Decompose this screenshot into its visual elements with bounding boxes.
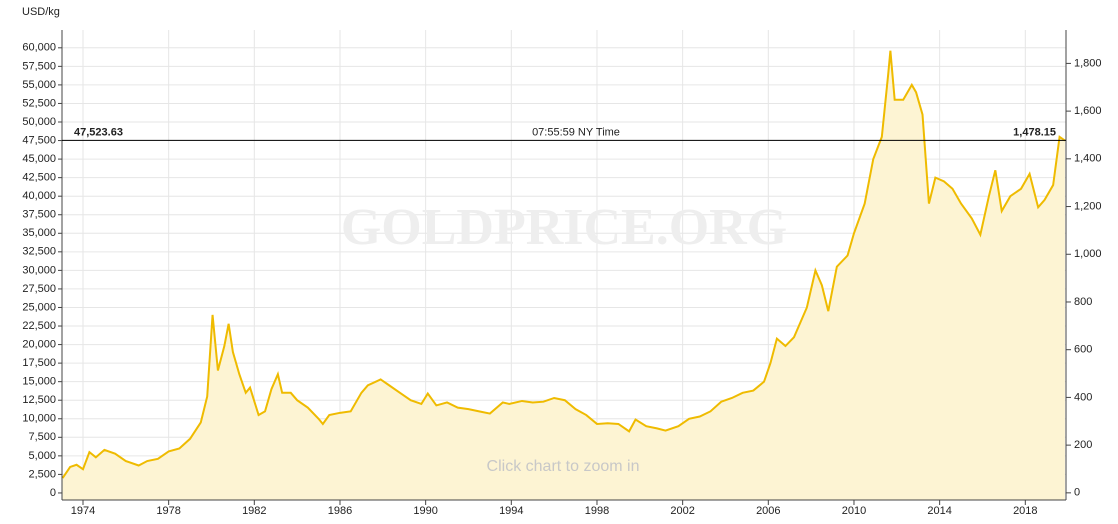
y-tick-label: 50,000	[22, 116, 56, 128]
y-unit: USD/kg	[22, 6, 60, 18]
x-tick-label: 2006	[756, 505, 780, 517]
x-tick-label: 1998	[585, 505, 609, 517]
x-tick-label: 1990	[413, 505, 437, 517]
y2-tick-label: 1,400	[1074, 153, 1102, 165]
y-tick-label: 12,500	[22, 394, 56, 406]
y-tick-label: 55,000	[22, 79, 56, 91]
y-tick-label: 25,000	[22, 301, 56, 313]
y-tick-label: 57,500	[22, 60, 56, 72]
y-tick-label: 35,000	[22, 227, 56, 239]
y-tick-label: 22,500	[22, 320, 56, 332]
x-tick-label: 2018	[1013, 505, 1037, 517]
x-tick-label: 1986	[328, 505, 352, 517]
y-tick-label: 5,000	[28, 450, 56, 462]
y-tick-label: 2,500	[28, 468, 56, 480]
y-tick-label: 32,500	[22, 246, 56, 258]
y-tick-label: 20,000	[22, 338, 56, 350]
y-tick-label: 42,500	[22, 172, 56, 184]
area	[62, 50, 1065, 501]
y-tick-label: 45,000	[22, 153, 56, 165]
x-tick-label: 2010	[842, 505, 866, 517]
y-tick-label: 27,500	[22, 283, 56, 295]
y-tick-label: 60,000	[22, 42, 56, 54]
y2-tick-label: 1,600	[1074, 105, 1102, 117]
watermark: GOLDPRICE.ORG	[341, 199, 787, 256]
x-tick-label: 2014	[927, 505, 951, 517]
y-tick-label: 40,000	[22, 190, 56, 202]
y2-tick-label: 1,800	[1074, 57, 1102, 69]
reference-time: 07:55:59 NY Time	[532, 126, 620, 138]
y-tick-label: 0	[50, 487, 56, 499]
y-tick-label: 37,500	[22, 209, 56, 221]
x-tick-label: 1982	[242, 505, 266, 517]
y2-tick-label: 1,200	[1074, 200, 1102, 212]
reference-value: 47,523.63	[74, 126, 123, 138]
y-tick-label: 10,000	[22, 413, 56, 425]
y-tick-label: 47,500	[22, 134, 56, 146]
y2-tick-label: 0	[1074, 487, 1080, 499]
price-line	[61, 50, 1066, 479]
y2-tick-label: 800	[1074, 296, 1092, 308]
y-tick-label: 15,000	[22, 376, 56, 388]
y2-tick-label: 1,000	[1074, 248, 1102, 260]
y-tick-label: 52,500	[22, 97, 56, 109]
zoom-hint: Click chart to zoom in	[487, 458, 640, 475]
y2-tick-label: 200	[1074, 439, 1092, 451]
reference-y2-value: 1,478.15	[1013, 126, 1056, 138]
y-tick-label: 17,500	[22, 357, 56, 369]
x-tick-label: 1978	[156, 505, 180, 517]
x-tick-label: 1974	[71, 505, 95, 517]
x-tick-label: 2002	[670, 505, 694, 517]
y-tick-label: 30,000	[22, 264, 56, 276]
x-tick-label: 1994	[499, 505, 523, 517]
y-tick-label: 7,500	[28, 431, 56, 443]
y2-tick-label: 600	[1074, 344, 1092, 356]
y2-tick-label: 400	[1074, 391, 1092, 403]
